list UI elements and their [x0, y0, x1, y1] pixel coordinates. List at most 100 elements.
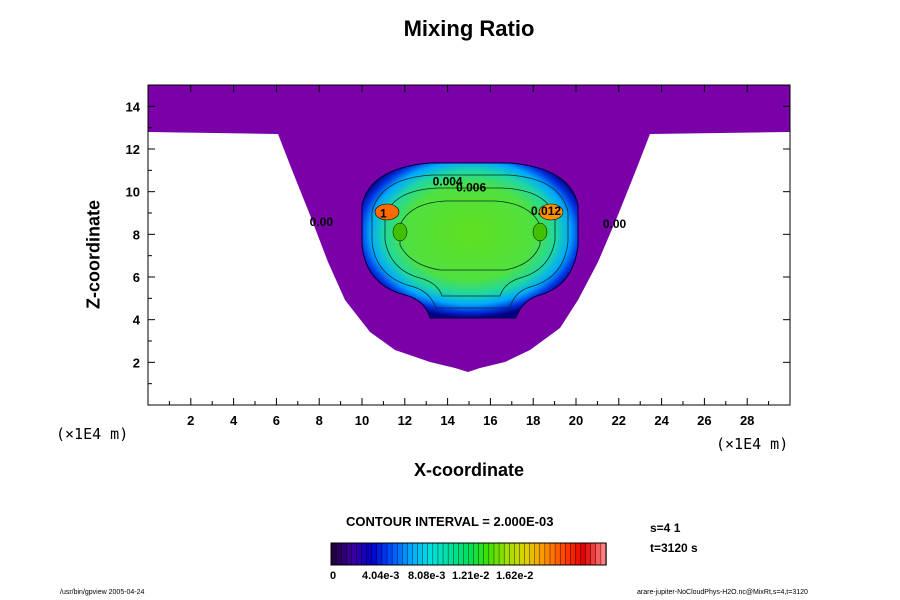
x-tick-label: 24	[654, 413, 669, 428]
x-axis-label: X-coordinate	[413, 460, 524, 480]
y-tick-label: 10	[126, 185, 140, 200]
colorbar-cell	[386, 542, 393, 566]
colorbar-cell	[473, 542, 480, 566]
colorbar-cell	[565, 542, 572, 566]
colorbar-cell	[346, 542, 353, 566]
colorbar-cell	[351, 542, 358, 566]
colorbar-cell	[407, 542, 414, 566]
colorbar-tick-label: 0	[330, 570, 337, 582]
colorbar-cell	[544, 542, 551, 566]
contour-label: 0.00	[603, 217, 627, 231]
x-tick-label: 22	[612, 413, 626, 428]
contour-label: 0.012	[531, 204, 561, 218]
hotspot-left	[374, 203, 400, 221]
colorbar-cell	[509, 542, 516, 566]
colorbar-cell	[570, 542, 577, 566]
contour-label: 0.00	[310, 215, 334, 229]
x-tick-label: 16	[483, 413, 497, 428]
footer-right: arare-jupiter-NoCloudPhys-H2O.nc@MixRt,s…	[637, 589, 808, 596]
colorbar-cell	[524, 542, 531, 566]
colorbar-cell	[335, 542, 342, 566]
colorbar-cell	[595, 542, 602, 566]
y-tick-label: 6	[133, 270, 140, 285]
x-tick-label: 4	[230, 413, 238, 428]
colorbar-cell	[493, 542, 500, 566]
colorbar-cell	[503, 542, 510, 566]
colorbar-cell	[488, 542, 495, 566]
y-tick-label: 4	[133, 313, 141, 328]
hotspot-right	[538, 203, 564, 221]
colorbar-cell	[442, 542, 449, 566]
colorbar-tick-label: 1.62e-2	[496, 570, 534, 582]
colorbar-cell	[554, 542, 561, 566]
colorbar-cell	[559, 542, 566, 566]
colorbar-cell	[366, 542, 373, 566]
colorbar-cell	[463, 542, 470, 566]
time-label: t=3120 s	[650, 541, 698, 555]
contour-label: 1	[380, 206, 387, 220]
colorbar-cell	[478, 542, 485, 566]
colorbar-cell	[514, 542, 521, 566]
colorbar-cell	[427, 542, 434, 566]
contour-interval: CONTOUR INTERVAL = 2.000E-03	[346, 514, 554, 529]
x-tick-label: 12	[398, 413, 412, 428]
colorbar-cell	[585, 542, 592, 566]
colorbar-cell	[519, 542, 526, 566]
colorbar-cell	[575, 542, 582, 566]
colorbar-cell	[483, 542, 490, 566]
colorbar-cell	[402, 542, 409, 566]
x-tick-label: 2	[187, 413, 194, 428]
colorbar-cell	[397, 542, 403, 566]
colorbar-cell	[447, 542, 454, 566]
plume-body	[361, 162, 579, 319]
x-tick-label: 14	[440, 413, 455, 428]
colorbar-cell	[391, 542, 398, 566]
colorbar-cell	[356, 542, 363, 566]
x-tick-label: 20	[569, 413, 583, 428]
colorbar-cell	[371, 542, 378, 566]
x-tick-label: 18	[526, 413, 540, 428]
colorbar-cell	[453, 542, 460, 566]
colorbar-cell	[590, 542, 597, 566]
contour-label: 0.004	[433, 174, 463, 188]
colorbar-cell	[529, 542, 536, 566]
y-tick-label: 12	[126, 142, 140, 157]
y-axis-label: Z-coordinate	[83, 200, 104, 310]
colorbar-cell	[340, 542, 347, 566]
colorbar-cell	[498, 542, 505, 566]
chart-title: Mixing Ratio	[403, 16, 535, 41]
colorbar-cell	[468, 542, 475, 566]
colorbar-cell	[539, 542, 546, 566]
x-unit-label: (×1E4 m)	[716, 435, 789, 453]
colorbar-cell	[549, 542, 556, 566]
contour-label: 0.006	[456, 181, 486, 195]
footer-left: /usr/bin/gpview 2005-04-24	[60, 589, 145, 596]
colorbar-tick-label: 8.08e-3	[408, 570, 446, 582]
colorbar-cell	[437, 542, 444, 566]
x-tick-label: 28	[740, 413, 754, 428]
colorbar-cell	[412, 542, 419, 566]
x-tick-label: 8	[316, 413, 323, 428]
colorbar-cell	[381, 542, 388, 566]
y-tick-label: 14	[126, 99, 141, 114]
colorbar-tick-label: 4.04e-3	[362, 570, 400, 582]
colorbar-cell	[422, 542, 429, 566]
colorbar-cell	[417, 542, 424, 566]
colorbar-frame	[330, 542, 607, 566]
colorbar-cell	[432, 542, 439, 566]
colorbar	[330, 542, 607, 566]
x-tick-label: 26	[697, 413, 711, 428]
colorbar-cell	[376, 542, 383, 566]
colorbar-cell	[330, 542, 337, 566]
y-tick-label: 8	[133, 227, 140, 242]
step-label: s=4 1	[650, 521, 681, 535]
x-tick-label: 10	[355, 413, 369, 428]
x-tick-label: 6	[273, 413, 280, 428]
colorbar-cell	[580, 542, 587, 566]
colorbar-cell	[458, 542, 465, 566]
y-unit-label: (×1E4 m)	[56, 425, 129, 443]
colorbar-cell	[534, 542, 541, 566]
